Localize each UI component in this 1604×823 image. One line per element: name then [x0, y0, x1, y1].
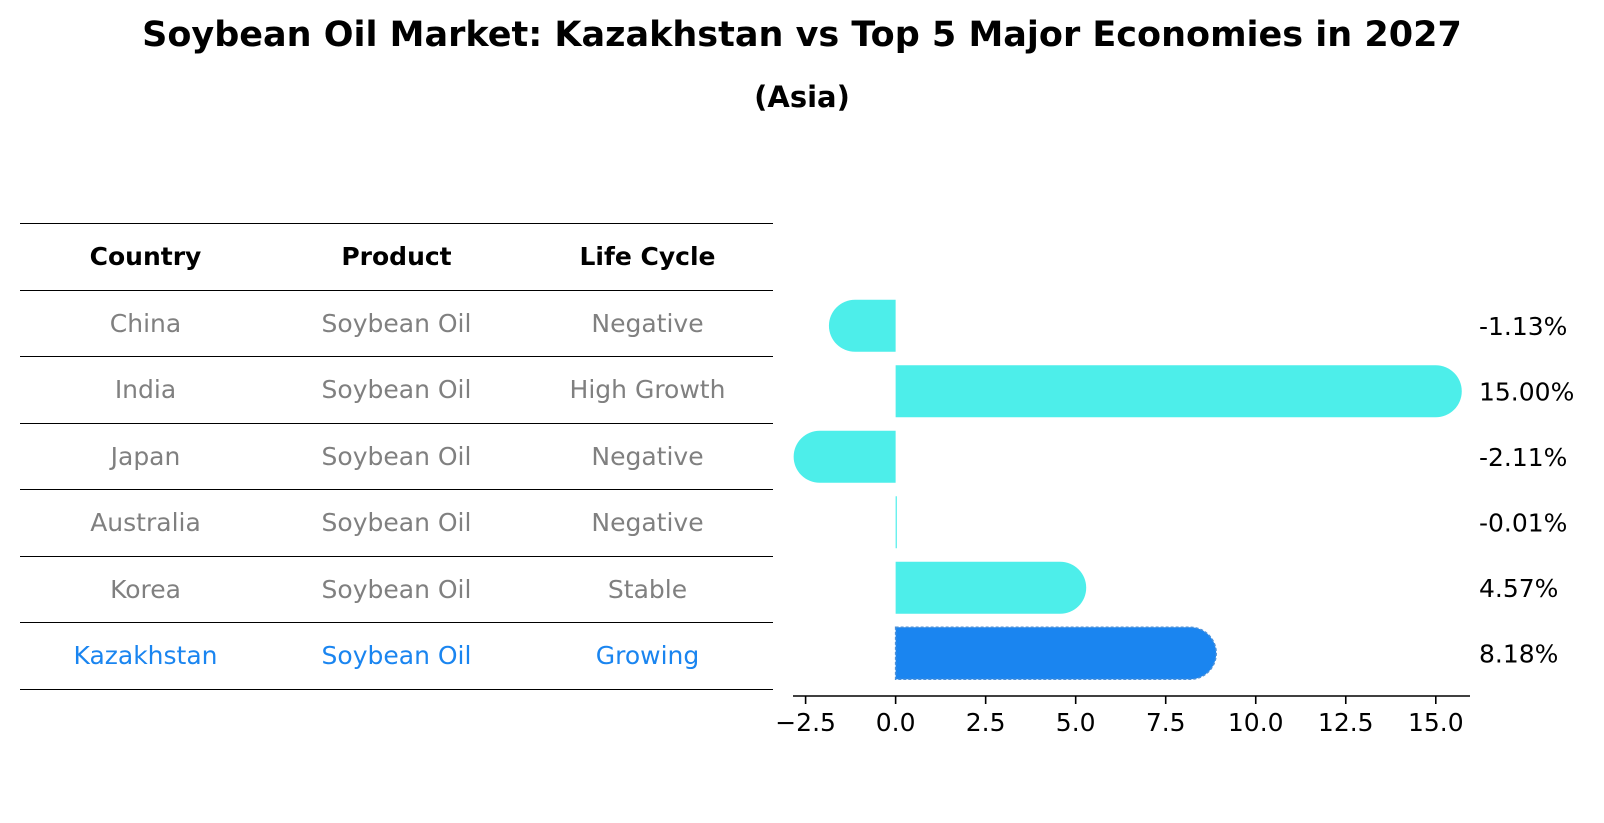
bar-kazakhstan [894, 626, 1217, 680]
x-tick-label: 7.5 [1146, 708, 1186, 737]
cell-country: Kazakhstan [20, 622, 271, 690]
cell-life-cycle: Negative [522, 289, 773, 357]
x-tick-label: 15.0 [1408, 708, 1464, 737]
cell-product: Soybean Oil [271, 555, 522, 623]
cell-country: Japan [20, 422, 271, 490]
bar-korea [895, 561, 1087, 614]
cell-life-cycle: High Growth [522, 356, 773, 423]
x-tick-label: 12.5 [1318, 708, 1374, 737]
x-tick-label: −2.5 [775, 708, 836, 737]
value-label: 15.00% [1479, 377, 1574, 406]
cell-product: Soybean Oil [271, 622, 522, 690]
column-header-life-cycle: Life Cycle [522, 223, 773, 290]
cell-life-cycle: Stable [522, 555, 773, 623]
value-label: -1.13% [1479, 312, 1567, 341]
cell-country: Australia [20, 489, 271, 556]
x-tick-label: 10.0 [1228, 708, 1284, 737]
table-row: India Soybean Oil High Growth [20, 356, 773, 423]
cell-life-cycle: Negative [522, 489, 773, 556]
chart-subtitle: (Asia) [754, 80, 850, 114]
data-table: Country Product Life Cycle China Soybean… [20, 223, 773, 690]
cell-life-cycle: Growing [522, 622, 773, 690]
table-row-highlighted: Kazakhstan Soybean Oil Growing [20, 622, 773, 690]
cell-product: Soybean Oil [271, 289, 522, 357]
cell-country: India [20, 356, 271, 423]
value-label: -2.11% [1479, 443, 1567, 472]
cell-country: China [20, 289, 271, 357]
cell-product: Soybean Oil [271, 422, 522, 490]
x-tick-label: 0.0 [876, 708, 916, 737]
cell-product: Soybean Oil [271, 356, 522, 423]
table-row: Australia Soybean Oil Negative [20, 489, 773, 556]
data-table-container: Country Product Life Cycle China Soybean… [20, 223, 773, 690]
value-label: -0.01% [1479, 508, 1567, 537]
bar-australia [895, 496, 897, 549]
column-header-product: Product [271, 223, 522, 290]
cell-product: Soybean Oil [271, 489, 522, 556]
table-row: Japan Soybean Oil Negative [20, 422, 773, 490]
x-tick-label: 5.0 [1056, 708, 1096, 737]
bar-china [828, 299, 896, 352]
bar-japan [793, 430, 896, 483]
x-tick-label: 2.5 [966, 708, 1006, 737]
bar-india [895, 365, 1462, 418]
chart-title: Soybean Oil Market: Kazakhstan vs Top 5 … [142, 15, 1462, 55]
column-header-country: Country [20, 223, 271, 290]
table-row: Korea Soybean Oil Stable [20, 555, 773, 623]
value-label: 4.57% [1479, 574, 1558, 603]
value-label: 8.18% [1479, 639, 1558, 668]
cell-life-cycle: Negative [522, 422, 773, 490]
table-row: China Soybean Oil Negative [20, 289, 773, 357]
table-header-row: Country Product Life Cycle [20, 223, 773, 290]
cell-country: Korea [20, 555, 271, 623]
